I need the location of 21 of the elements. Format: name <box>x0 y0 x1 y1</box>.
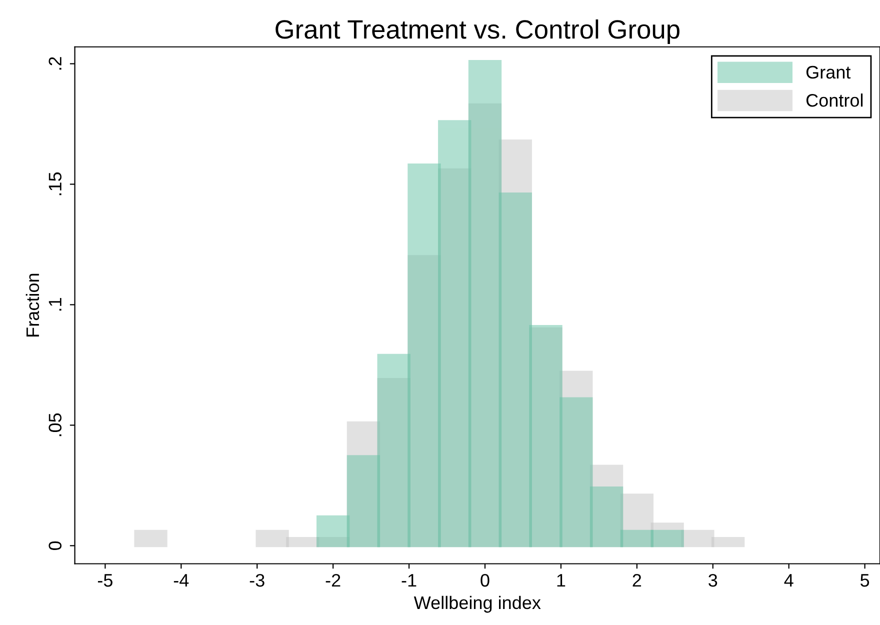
chart-title: Grant Treatment vs. Control Group <box>276 19 680 44</box>
legend-label: Grant <box>806 66 851 79</box>
x-tick-label: -2 <box>326 574 340 587</box>
x-axis-title: Wellbeing index <box>414 596 541 613</box>
y-tick-label: 0 <box>48 541 62 550</box>
legend-label: Control <box>806 94 863 107</box>
y-axis-title: Fraction <box>26 274 40 336</box>
x-tick-label: -3 <box>250 574 264 587</box>
x-tick-label: -5 <box>98 574 112 587</box>
x-tick-label: 2 <box>632 574 642 587</box>
y-tick-label: .15 <box>48 172 62 196</box>
y-tick-label: .05 <box>48 413 62 436</box>
x-tick-label: 3 <box>708 574 718 587</box>
x-tick-label: 1 <box>557 574 566 587</box>
x-tick-label: -1 <box>402 574 416 587</box>
y-tick-label: .2 <box>48 57 62 70</box>
y-tick-label: .1 <box>48 298 62 311</box>
x-tick-label: 0 <box>480 574 490 587</box>
x-tick-label: -4 <box>174 574 189 587</box>
x-tick-label: 5 <box>860 574 870 587</box>
x-tick-label: 4 <box>784 574 794 587</box>
